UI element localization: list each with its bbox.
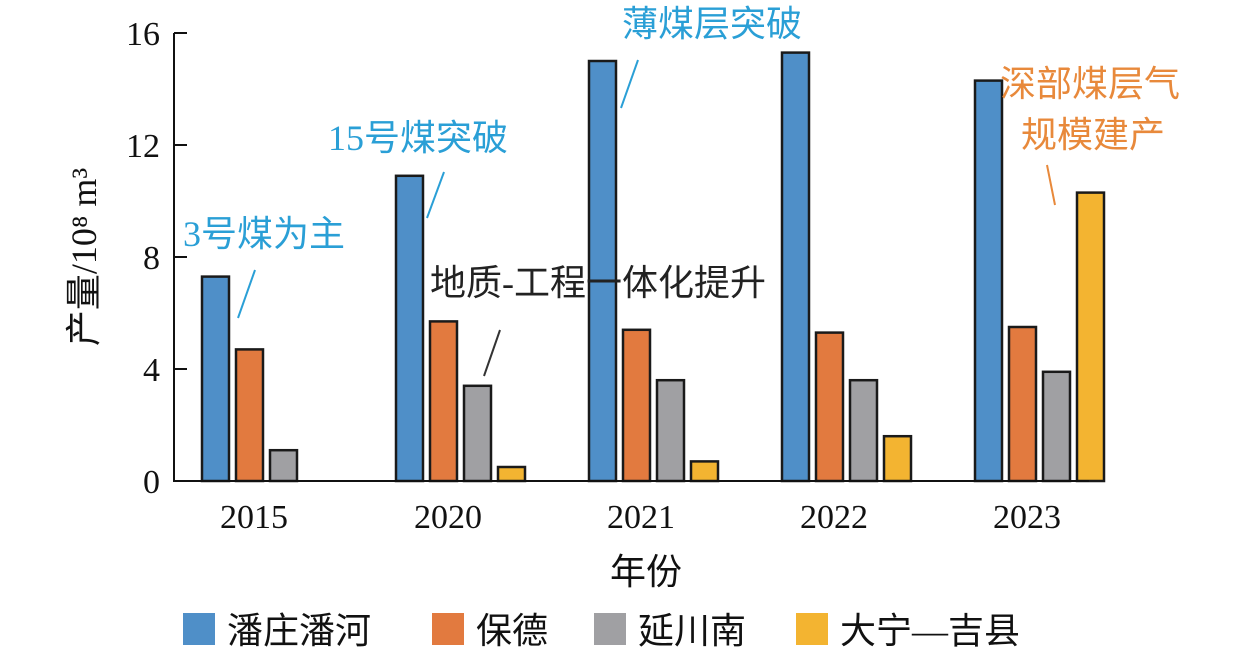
annotation-label: 3号煤为主 — [183, 214, 345, 254]
bar — [200, 275, 231, 483]
annotation-leader-line — [1046, 164, 1056, 206]
y-tick-label: 16 — [126, 16, 160, 53]
bar — [814, 331, 845, 483]
bar — [1041, 370, 1072, 483]
bar — [587, 59, 618, 483]
legend-swatch — [796, 613, 828, 645]
bar — [428, 320, 459, 483]
bar — [848, 378, 879, 483]
legend-swatch — [432, 613, 464, 645]
x-ticks: 2015 2020 2021 2022 2023 — [220, 499, 1061, 536]
annotation-label: 规模建产 — [1021, 115, 1165, 155]
legend-swatch — [183, 613, 215, 645]
bar — [973, 79, 1004, 483]
annotation-label: 15号煤突破 — [328, 118, 508, 158]
annotation-leader-line — [237, 269, 256, 319]
legend-label: 大宁—吉县 — [840, 611, 1020, 651]
x-axis-label: 年份 — [610, 552, 682, 592]
y-tick-label: 8 — [143, 240, 160, 277]
bar — [496, 465, 527, 483]
y-tick-label: 12 — [126, 128, 160, 165]
annotation-leader-line — [426, 171, 445, 219]
bar — [780, 51, 811, 483]
x-tick-label: 2022 — [800, 499, 868, 536]
bar — [621, 328, 652, 483]
bars-layer — [200, 51, 1106, 483]
legend-label: 保德 — [476, 611, 548, 651]
bar — [689, 460, 720, 483]
bar — [394, 174, 425, 483]
bar — [462, 384, 493, 483]
x-tick-label: 2020 — [414, 499, 482, 536]
y-tick-label: 4 — [143, 352, 160, 389]
y-ticks: 0 4 8 12 16 — [126, 16, 187, 501]
legend-swatch — [594, 613, 626, 645]
bar — [1075, 191, 1106, 483]
x-tick-label: 2021 — [607, 499, 675, 536]
bar — [1007, 325, 1038, 483]
annotation-label: 薄煤层突破 — [622, 4, 802, 44]
bar — [882, 434, 913, 483]
bar — [234, 348, 265, 483]
annotation-leader-line — [620, 59, 639, 109]
legend: 潘庄潘河 保德 延川南 大宁—吉县 — [183, 611, 1020, 651]
y-tick-label: 0 — [143, 464, 160, 501]
x-tick-label: 2015 — [220, 499, 288, 536]
y-axis-label: 产量/10⁸ m³ — [64, 168, 104, 347]
bar — [655, 378, 686, 483]
legend-label: 潘庄潘河 — [227, 611, 371, 651]
bar — [268, 448, 299, 483]
annotation-label: 深部煤层气 — [1000, 64, 1180, 104]
x-tick-label: 2023 — [993, 499, 1061, 536]
annotation-label: 地质-工程一体化提升 — [430, 263, 766, 303]
annotation-leader-line — [483, 329, 501, 377]
legend-label: 延川南 — [638, 611, 746, 651]
